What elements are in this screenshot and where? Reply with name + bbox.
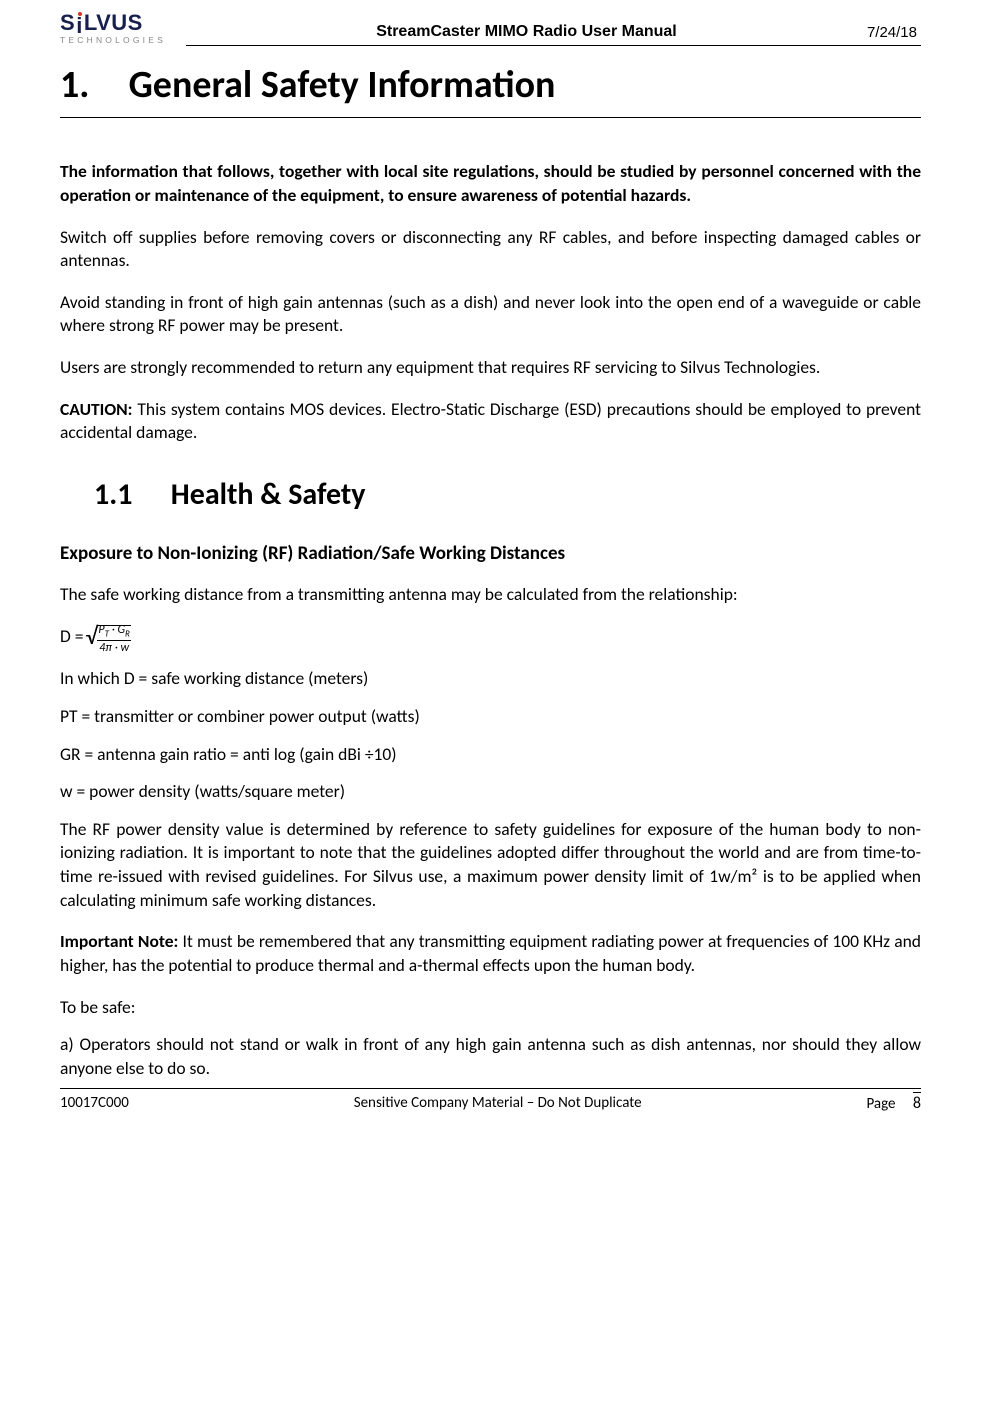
body-paragraph: Users are strongly recommended to return…: [60, 356, 921, 380]
section-heading-1: 1. General Safety Information: [60, 60, 921, 118]
body-paragraph: To be safe:: [60, 996, 921, 1020]
confidentiality-label: Sensitive Company Material – Do Not Dupl…: [129, 1093, 867, 1113]
fraction: PT · GR 4π · w: [97, 623, 131, 656]
body-paragraph: The RF power density value is determined…: [60, 818, 921, 913]
page-header: SiLVUS TECHNOLOGIES StreamCaster MIMO Ra…: [60, 12, 921, 46]
definition: w = power density (watts/square meter): [60, 780, 921, 804]
sqrt-icon: √ PT · GR 4π · w: [85, 621, 130, 654]
page-label: Page: [866, 1095, 895, 1113]
logo-subtext: TECHNOLOGIES: [60, 35, 170, 46]
numerator: PT · GR: [97, 623, 131, 641]
doc-number: 10017C000: [60, 1093, 129, 1113]
subsection-title: Health & Safety: [171, 476, 366, 513]
definition: PT = transmitter or combiner power outpu…: [60, 705, 921, 729]
page-number: 8: [913, 1094, 921, 1113]
formula-lhs: D =: [60, 625, 83, 649]
subsection-number: 1.1: [94, 475, 164, 516]
doc-date: 7/24/18: [867, 23, 921, 43]
section-title: General Safety Information: [129, 62, 556, 108]
subsection-heading: 1.1 Health & Safety: [60, 475, 921, 516]
body-paragraph: Switch off supplies before removing cove…: [60, 226, 921, 273]
body-paragraph: The safe working distance from a transmi…: [60, 583, 921, 607]
caution-paragraph: CAUTION: This system contains MOS device…: [60, 398, 921, 445]
caution-text: This system contains MOS devices. Electr…: [60, 398, 921, 444]
doc-title: StreamCaster MIMO Radio User Manual: [376, 21, 677, 43]
important-note: Important Note: It must be remembered th…: [60, 930, 921, 977]
topic-heading: Exposure to Non-Ionizing (RF) Radiation/…: [60, 541, 921, 567]
caution-label: CAUTION:: [60, 398, 133, 420]
page-footer: 10017C000 Sensitive Company Material – D…: [60, 1088, 921, 1115]
header-bar: StreamCaster MIMO Radio User Manual 7/24…: [186, 21, 921, 46]
note-label: Important Note:: [60, 930, 178, 952]
note-text: It must be remembered that any transmitt…: [60, 930, 921, 976]
denominator: 4π · w: [98, 641, 130, 655]
intro-paragraph: The information that follows, together w…: [60, 160, 921, 207]
body-paragraph: Avoid standing in front of high gain ant…: [60, 291, 921, 338]
section-number: 1.: [60, 60, 120, 111]
page-indicator: Page 8: [866, 1093, 921, 1115]
logo: SiLVUS TECHNOLOGIES: [60, 12, 170, 46]
formula: D = √ PT · GR 4π · w: [60, 621, 921, 654]
list-item: a) Operators should not stand or walk in…: [60, 1033, 921, 1080]
logo-wordmark: SiLVUS: [60, 12, 170, 35]
definition: In which D = safe working distance (mete…: [60, 667, 921, 691]
definition: GR = antenna gain ratio = anti log (gain…: [60, 743, 921, 767]
